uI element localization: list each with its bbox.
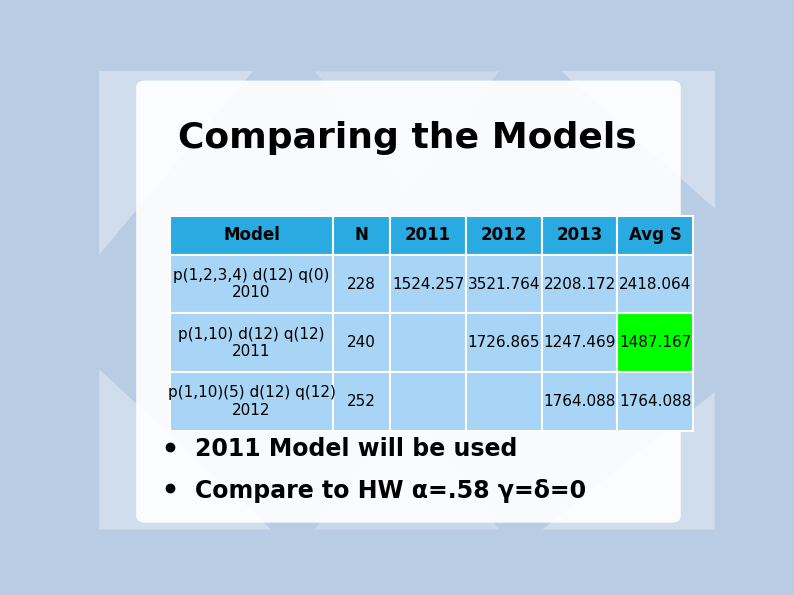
Text: 1726.865: 1726.865 [468, 336, 540, 350]
Bar [618, 314, 693, 372]
Text: 2011 Model will be used: 2011 Model will be used [195, 437, 517, 461]
Bar [466, 372, 542, 431]
Text: Model: Model [223, 226, 280, 244]
Text: Avg S: Avg S [629, 226, 681, 244]
Text: 1524.257: 1524.257 [392, 277, 464, 292]
Text: N: N [355, 226, 368, 244]
Bar [466, 314, 542, 372]
Text: 240: 240 [347, 336, 376, 350]
Polygon shape [314, 71, 499, 186]
Polygon shape [99, 369, 272, 530]
Bar [170, 255, 333, 314]
Text: 252: 252 [347, 394, 376, 409]
Text: 2013: 2013 [557, 226, 603, 244]
Bar [333, 372, 391, 431]
Bar [333, 216, 391, 255]
Bar [391, 255, 466, 314]
Bar [618, 255, 693, 314]
Text: p(1,2,3,4) d(12) q(0)
2010: p(1,2,3,4) d(12) q(0) 2010 [173, 268, 330, 300]
Bar [391, 314, 466, 372]
Text: 2012: 2012 [480, 226, 527, 244]
Text: p(1,10) d(12) q(12)
2011: p(1,10) d(12) q(12) 2011 [179, 327, 325, 359]
Bar [618, 372, 693, 431]
Polygon shape [542, 392, 715, 530]
Bar [170, 314, 333, 372]
Polygon shape [561, 71, 715, 209]
Text: 2208.172: 2208.172 [543, 277, 615, 292]
Bar [170, 372, 333, 431]
Text: 228: 228 [347, 277, 376, 292]
Bar [391, 372, 466, 431]
Text: 1247.469: 1247.469 [543, 336, 616, 350]
Bar [333, 314, 391, 372]
Text: 2418.064: 2418.064 [619, 277, 692, 292]
Bar [466, 255, 542, 314]
Bar [466, 216, 542, 255]
Bar [391, 216, 466, 255]
FancyBboxPatch shape [137, 80, 680, 522]
Bar [333, 255, 391, 314]
Text: p(1,10)(5) d(12) q(12)
2012: p(1,10)(5) d(12) q(12) 2012 [168, 386, 336, 418]
Text: 2011: 2011 [405, 226, 451, 244]
Text: Comparing the Models: Comparing the Models [178, 121, 636, 155]
Text: 3521.764: 3521.764 [468, 277, 540, 292]
Bar [542, 372, 618, 431]
Polygon shape [314, 415, 499, 530]
Bar [618, 216, 693, 255]
Text: 1764.088: 1764.088 [543, 394, 615, 409]
Bar [542, 314, 618, 372]
Bar [542, 255, 618, 314]
Text: 1764.088: 1764.088 [619, 394, 692, 409]
Bar [170, 216, 333, 255]
Bar [542, 216, 618, 255]
Text: Compare to HW α=.58 γ=δ=0: Compare to HW α=.58 γ=δ=0 [195, 478, 586, 503]
Text: 1487.167: 1487.167 [619, 336, 692, 350]
Polygon shape [99, 71, 253, 255]
